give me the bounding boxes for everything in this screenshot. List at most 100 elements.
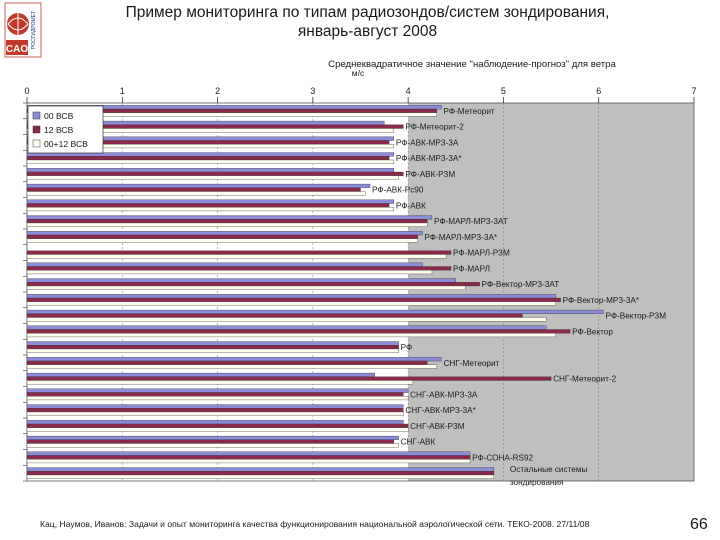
bar — [26, 345, 399, 350]
bar — [26, 325, 547, 330]
legend-swatch — [32, 111, 41, 120]
category-label: РФ-Метеорит-2 — [405, 123, 464, 132]
bar — [26, 474, 495, 479]
x-tick-label: 1 — [120, 86, 125, 96]
bar — [26, 420, 404, 425]
bar — [26, 171, 404, 176]
bar — [26, 262, 423, 267]
bar — [26, 388, 409, 393]
cao-logo: CAO РОСГИДРОМЕТ — [4, 2, 42, 58]
category-label: РФ-МАРЛ — [453, 264, 490, 273]
bar — [26, 219, 428, 224]
bar — [26, 168, 395, 173]
bar — [26, 156, 390, 161]
x-tick-label: 3 — [310, 86, 315, 96]
bar — [26, 297, 561, 302]
bar — [26, 348, 399, 353]
bar — [26, 317, 547, 322]
x-tick-label: 6 — [596, 86, 601, 96]
svg-text:CAO: CAO — [6, 44, 28, 55]
x-tick-label: 5 — [501, 86, 506, 96]
bar — [26, 372, 375, 377]
plot-area-right — [408, 103, 694, 481]
slide-title: Пример мониторинга по типам радиозондов/… — [55, 3, 680, 41]
bar — [26, 435, 399, 440]
x-tick-label: 7 — [691, 86, 696, 96]
bar-chart: Среднеквадратичное значение "наблюдение-… — [23, 59, 697, 487]
x-tick-label: 2 — [215, 86, 220, 96]
bar — [26, 408, 404, 413]
category-label: РФ-АВК-Рс90 — [372, 186, 424, 195]
legend-swatch — [32, 139, 41, 148]
bar — [26, 199, 395, 204]
category-label: СНГ-АВК-МРЗ-3А* — [405, 406, 476, 415]
category-label: РФ-СОНА-RS92 — [472, 453, 533, 462]
bar — [26, 254, 447, 259]
bar — [26, 266, 452, 271]
bar — [26, 459, 471, 464]
bar — [26, 159, 395, 164]
category-label: РФ-АВК-РЗМ — [405, 170, 455, 179]
bar — [26, 404, 404, 409]
category-label: СНГ-АВК-РЗМ — [410, 422, 465, 431]
legend-label: 00+12 ВСВ — [44, 139, 88, 149]
bar — [26, 183, 371, 188]
bar — [26, 360, 428, 365]
bar — [26, 471, 495, 476]
bar — [26, 282, 480, 287]
bar — [26, 392, 404, 397]
bar — [26, 301, 557, 306]
bar — [26, 222, 428, 227]
bar — [26, 329, 571, 334]
bar — [26, 294, 557, 299]
bar — [26, 234, 418, 239]
bar — [26, 238, 418, 243]
svg-text:РОСГИДРОМЕТ: РОСГИДРОМЕТ — [31, 11, 37, 49]
bar — [26, 313, 523, 318]
category-label: РФ-Вектор-РЗМ — [605, 312, 666, 321]
bar — [26, 250, 452, 255]
category-label: РФ-МАРЛ-МРЗ-3АТ — [434, 217, 508, 226]
category-label: СНГ-АВК-МРЗ-3А — [410, 390, 478, 399]
bar — [26, 423, 409, 428]
bar — [26, 443, 399, 448]
legend-swatch — [32, 125, 41, 134]
category-label: РФ-Вектор — [572, 327, 613, 336]
bar — [26, 203, 390, 208]
bar — [26, 231, 423, 236]
category-label: РФ-Метеорит — [443, 107, 494, 116]
bar — [26, 439, 395, 444]
category-label: РФ-Вектор-МРЗ-3АТ — [482, 280, 560, 289]
legend-label: 00 ВСВ — [44, 111, 74, 121]
bar — [26, 396, 409, 401]
bar — [26, 144, 395, 149]
category-label: РФ-АВК — [396, 201, 426, 210]
bar — [26, 207, 395, 212]
bar — [26, 187, 361, 192]
bar — [26, 175, 399, 180]
bar — [26, 278, 456, 283]
bar — [26, 380, 414, 385]
x-tick-label: 4 — [406, 86, 411, 96]
bar — [26, 112, 437, 117]
bar — [26, 364, 437, 369]
category-label: РФ-АВК-МРЗ-3А — [396, 138, 459, 147]
bar — [26, 285, 466, 290]
page-number: 66 — [690, 516, 708, 533]
legend-label: 12 ВСВ — [44, 125, 74, 135]
bar — [26, 309, 604, 314]
chart-title: Среднеквадратичное значение "наблюдение-… — [328, 59, 616, 70]
bar — [26, 455, 471, 460]
bar — [26, 376, 552, 381]
bar — [26, 270, 433, 275]
category-label: Остальные системы — [510, 465, 588, 474]
bar — [26, 427, 409, 432]
chart-unit: м/с — [352, 68, 365, 78]
bar — [26, 467, 495, 472]
category-label: РФ-Вектор-МРЗ-3А* — [563, 296, 640, 305]
category-label: РФ-МАРЛ-РЗМ — [453, 249, 510, 258]
category-label: РФ-МАРЛ-МРЗ-3А* — [424, 233, 497, 242]
category-label-cont: зондирования — [510, 478, 564, 487]
title-line-2: январь-август 2008 — [297, 23, 438, 40]
bar — [26, 451, 471, 456]
